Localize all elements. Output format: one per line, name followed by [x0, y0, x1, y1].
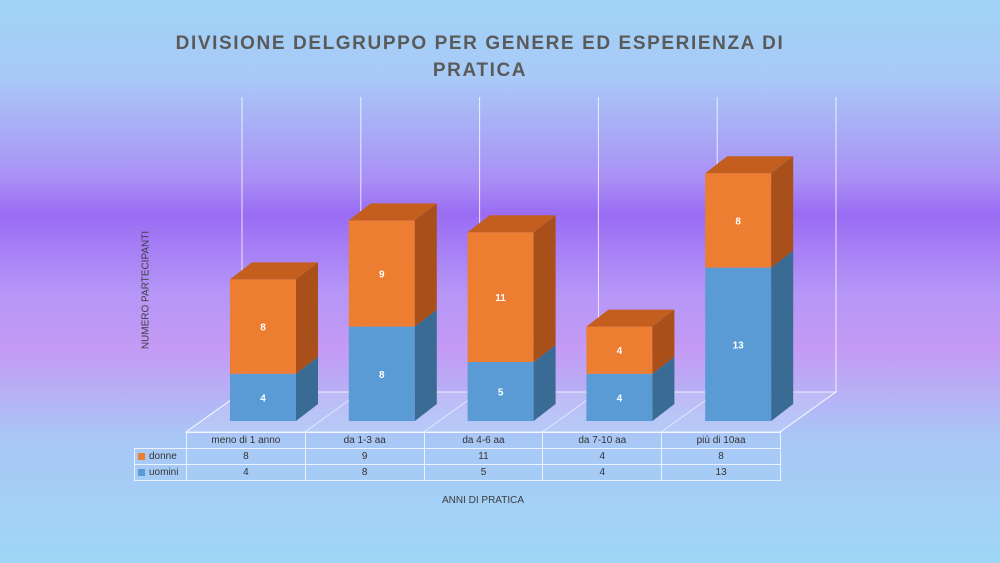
- table-header-cell: da 4-6 aa: [423, 432, 544, 449]
- bar-donne-label: 11: [495, 293, 506, 304]
- table-cell: 11: [423, 448, 544, 465]
- bar-donne-top: [586, 309, 675, 327]
- legend-swatch: [138, 452, 145, 460]
- bar-donne-top: [348, 203, 437, 221]
- data-table-corner: [135, 433, 187, 449]
- title-line-1: DIVISIONE DELGRUPPO PER GENERE ED ESPERI…: [175, 33, 785, 54]
- bar-uomini-side: [296, 356, 318, 421]
- bar-donne-top: [230, 262, 318, 280]
- bar-donne-label: 8: [735, 216, 741, 227]
- table-cell: 5: [423, 464, 544, 481]
- bar-donne-label: 8: [260, 323, 266, 334]
- bar-uomini-label: 5: [498, 388, 504, 399]
- data-table: meno di 1 anno da 1-3 aa da 4-6 aa da 7-10 …: [134, 432, 781, 481]
- table-header-cell: più di 10aa: [661, 432, 781, 449]
- bar-uomini-front: [586, 373, 653, 421]
- bar-uomini-label: 13: [733, 340, 745, 351]
- table-header-cell: da 7-10 aa: [542, 432, 663, 449]
- bar-donne-side: [533, 215, 556, 362]
- bar-uomini-side: [414, 309, 437, 421]
- legend-entry-donne: donne: [134, 448, 187, 465]
- bar-donne-top: [705, 156, 794, 174]
- bar-uomini-label: 8: [379, 370, 385, 381]
- bar-uomini-front: [230, 373, 296, 421]
- bar-uomini-side: [771, 250, 794, 421]
- legend-label: uomini: [149, 467, 179, 478]
- table-cell: 13: [661, 464, 781, 481]
- bar-uomini-side: [533, 345, 556, 421]
- bar-donne-front: [348, 220, 415, 327]
- bar-donne-side: [771, 156, 794, 268]
- bar-uomini-front: [467, 362, 534, 421]
- legend-swatch: [138, 468, 145, 476]
- bar-donne-top: [467, 215, 556, 233]
- floor-line: [779, 391, 837, 433]
- table-cell: 4: [186, 464, 306, 481]
- x-axis-label: ANNI DI PRATICA: [441, 495, 525, 506]
- title-line-2: PRATICA: [432, 60, 528, 81]
- bar-donne-side: [296, 262, 318, 374]
- bar-donne-label: 9: [379, 270, 385, 281]
- bar-uomini-label: 4: [260, 393, 266, 404]
- bar-donne-side: [652, 309, 675, 374]
- table-header-cell: da 1-3 aa: [304, 432, 425, 449]
- table-cell: 8: [304, 464, 425, 481]
- bar-donne-front: [467, 232, 534, 362]
- bar-donne-front: [705, 173, 772, 268]
- y-axis-label: NUMERO PARTECIPANTI: [140, 230, 152, 350]
- bar-donne-side: [414, 203, 437, 327]
- bar-uomini-side: [652, 356, 675, 421]
- table-cell: 4: [542, 448, 663, 465]
- table-cell: 8: [661, 448, 781, 465]
- bar-donne-front: [230, 279, 296, 374]
- legend-entry-uomini: uomini: [134, 464, 187, 481]
- bar-uomini-front: [705, 267, 772, 421]
- bar-donne-front: [586, 326, 653, 374]
- bar-uomini-front: [348, 326, 415, 421]
- bar-donne-label: 4: [617, 346, 623, 357]
- table-cell: 4: [542, 464, 663, 481]
- table-cell: 9: [304, 448, 425, 465]
- bar-uomini-label: 4: [617, 393, 623, 404]
- legend-label: donne: [149, 451, 177, 462]
- table-header-cell: meno di 1 anno: [186, 432, 306, 449]
- table-cell: 8: [186, 448, 306, 465]
